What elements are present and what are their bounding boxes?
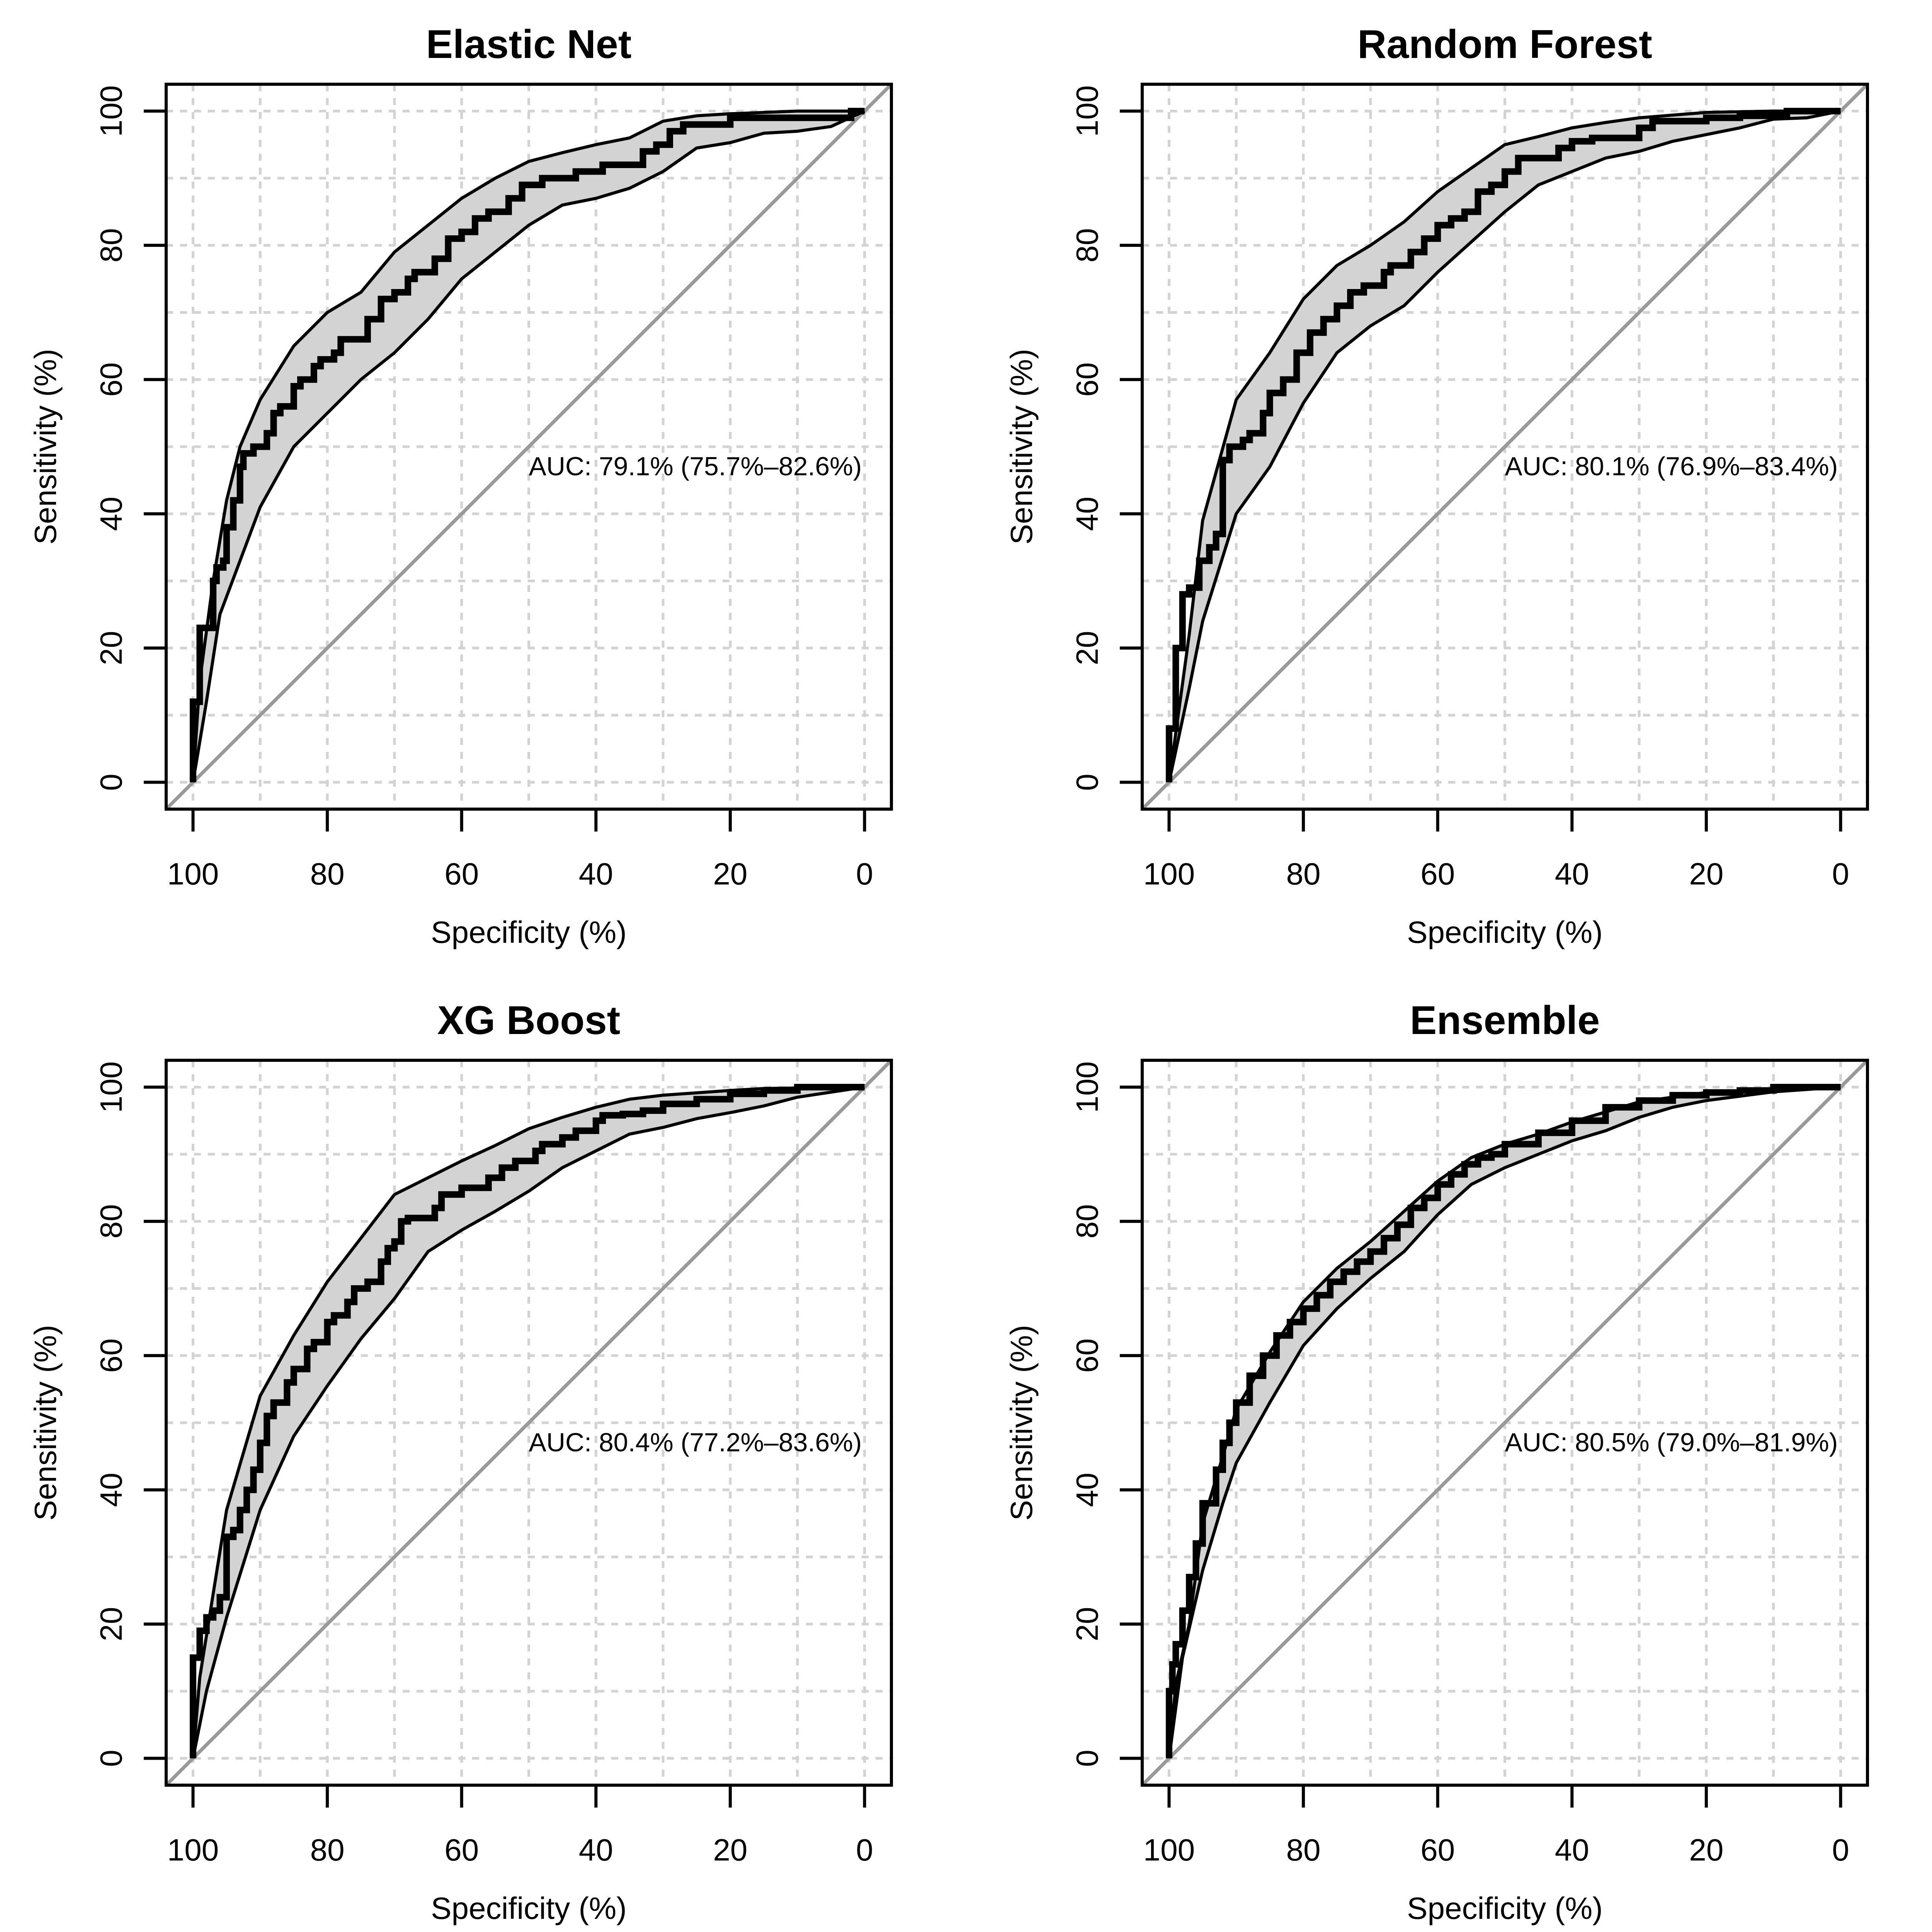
chance-diagonal-line <box>165 83 893 811</box>
x-tick-label: 80 <box>1286 857 1321 891</box>
auc-annotation: AUC: 80.4% (77.2%–83.6%) <box>529 1428 862 1457</box>
chart-title: XG Boost <box>437 998 621 1043</box>
x-tick-label: 80 <box>310 857 345 891</box>
ci-upper-line <box>191 1085 865 1759</box>
x-tick-label: 60 <box>1420 857 1455 891</box>
plot-frame <box>165 83 893 811</box>
y-tick-label: 80 <box>1070 1204 1104 1238</box>
y-tick-label: 100 <box>94 1061 128 1113</box>
y-axis-label: Sensitivity (%) <box>1004 1325 1039 1521</box>
x-tick-label: 100 <box>1143 1833 1195 1867</box>
panel-xg-boost: XG Boost 100 80 60 40 20 0 0 20 40 60 80 100 Specific… <box>28 998 893 1925</box>
y-tick-label: 100 <box>1070 1061 1104 1113</box>
x-axis-label: Specificity (%) <box>1407 1891 1603 1925</box>
y-tick-label: 0 <box>94 1750 128 1767</box>
y-tick-label: 60 <box>1070 1338 1104 1373</box>
y-tick-label: 100 <box>1070 85 1104 137</box>
ci-upper-line <box>1167 109 1841 783</box>
x-tick-label: 20 <box>1689 1833 1723 1867</box>
y-tick-label: 40 <box>1070 1473 1104 1507</box>
x-tick-label: 60 <box>444 857 479 891</box>
ci-lower-line <box>191 109 866 783</box>
x-tick-label: 60 <box>444 1833 479 1867</box>
x-tick-label: 0 <box>856 857 873 891</box>
y-tick-label: 20 <box>1070 631 1104 665</box>
y-tick-label: 80 <box>94 228 128 262</box>
chance-diagonal-line <box>165 1059 893 1787</box>
y-axis-label: Sensitivity (%) <box>28 1325 63 1521</box>
y-tick-label: 0 <box>1070 774 1104 791</box>
x-tick-label: 20 <box>713 1833 747 1867</box>
x-axis-label: Specificity (%) <box>431 1891 627 1925</box>
auc-annotation: AUC: 79.1% (75.7%–82.6%) <box>529 452 862 481</box>
ci-lower-line <box>1167 1085 1841 1759</box>
y-tick-label: 80 <box>1070 228 1104 262</box>
y-tick-label: 0 <box>94 774 128 791</box>
confidence-band <box>1169 111 1841 782</box>
y-tick-label: 80 <box>94 1204 128 1238</box>
y-tick-label: 0 <box>1070 1750 1104 1767</box>
x-tick-label: 100 <box>167 857 219 891</box>
ci-upper-line <box>191 109 865 782</box>
chart-title: Ensemble <box>1410 998 1600 1043</box>
x-tick-label: 0 <box>856 1833 873 1867</box>
y-tick-label: 60 <box>1070 362 1104 397</box>
chart-title: Elastic Net <box>426 22 632 67</box>
auc-annotation: AUC: 80.1% (76.9%–83.4%) <box>1505 452 1838 481</box>
roc-curve <box>1166 1083 1841 1759</box>
x-tick-label: 20 <box>1689 857 1723 891</box>
panel-random-forest: Random Forest 100 80 60 40 20 0 0 20 40 60 80 100 Spe… <box>1004 22 1869 949</box>
y-tick-label: 100 <box>94 85 128 137</box>
y-tick-label: 40 <box>94 497 128 531</box>
confidence-band <box>193 1087 865 1759</box>
auc-annotation: AUC: 80.5% (79.0%–81.9%) <box>1505 1428 1838 1457</box>
chance-diagonal-line <box>1141 83 1869 811</box>
chart-title: Random Forest <box>1357 22 1652 67</box>
y-tick-label: 20 <box>1070 1607 1104 1641</box>
x-tick-label: 40 <box>579 857 613 891</box>
y-tick-label: 60 <box>94 362 128 397</box>
plot-frame <box>165 1059 893 1787</box>
x-tick-label: 100 <box>1143 857 1195 891</box>
plot-frame <box>1141 83 1869 811</box>
roc-curve <box>190 107 865 782</box>
roc-curve <box>190 1083 865 1759</box>
y-tick-label: 20 <box>94 1607 128 1641</box>
ci-lower-line <box>191 1085 865 1759</box>
plot-frame <box>1141 1059 1869 1787</box>
y-axis-label: Sensitivity (%) <box>28 349 63 545</box>
grid <box>1142 84 1867 809</box>
roc-curve <box>1166 107 1841 782</box>
x-tick-label: 100 <box>167 1833 219 1867</box>
x-tick-label: 40 <box>579 1833 613 1867</box>
x-tick-label: 60 <box>1420 1833 1455 1867</box>
x-tick-label: 80 <box>310 1833 345 1867</box>
chance-diagonal-line <box>1141 1059 1869 1787</box>
ci-lower-line <box>1167 109 1841 783</box>
y-tick-label: 40 <box>94 1473 128 1507</box>
x-tick-label: 0 <box>1832 1833 1849 1867</box>
x-tick-label: 80 <box>1286 1833 1321 1867</box>
y-tick-label: 20 <box>94 631 128 665</box>
x-tick-label: 40 <box>1555 1833 1589 1867</box>
x-axis-label: Specificity (%) <box>1407 915 1603 949</box>
y-tick-label: 40 <box>1070 497 1104 531</box>
x-tick-label: 20 <box>713 857 747 891</box>
panel-ensemble: Ensemble 100 80 60 40 20 0 0 20 40 60 80 100 Specific… <box>1004 998 1869 1925</box>
x-tick-label: 40 <box>1555 857 1589 891</box>
y-axis-label: Sensitivity (%) <box>1004 349 1039 545</box>
panel-elastic-net: Elastic Net 100 80 60 40 20 0 0 20 40 60 80 100 Speci… <box>28 22 893 949</box>
x-tick-label: 0 <box>1832 857 1849 891</box>
x-axis-label: Specificity (%) <box>431 915 627 949</box>
y-tick-label: 60 <box>94 1338 128 1373</box>
